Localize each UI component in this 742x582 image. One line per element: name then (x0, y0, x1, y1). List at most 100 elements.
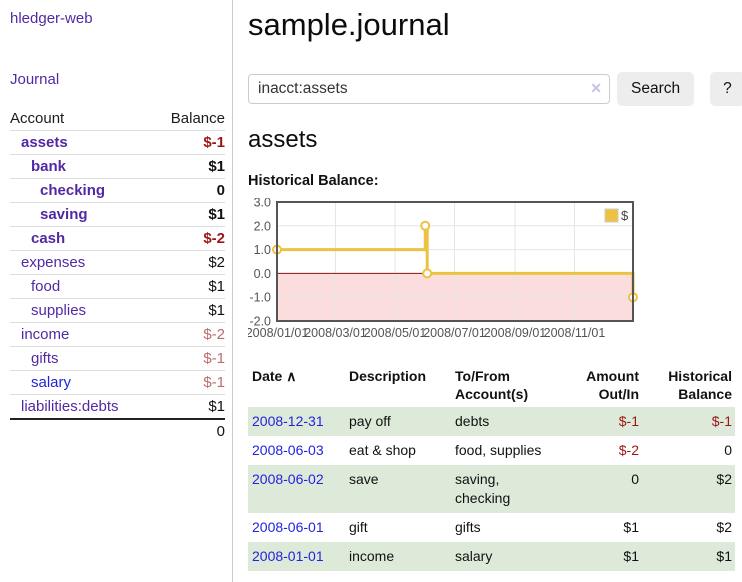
search-input[interactable] (248, 74, 610, 104)
table-row: bank $1 (10, 154, 225, 179)
account-link-assets[interactable]: assets (21, 133, 68, 151)
table-row: saving $1 (10, 202, 225, 227)
transaction-date-link[interactable]: 2008-12-31 (252, 413, 324, 429)
transaction-balance: $1 (716, 548, 732, 564)
svg-text:2008/01/01: 2008/01/01 (248, 326, 308, 340)
transaction-amount: 0 (631, 471, 639, 487)
chart-title: Historical Balance: (248, 173, 379, 189)
table-row: checking 0 (10, 178, 225, 203)
clear-search-icon[interactable]: ✕ (590, 80, 602, 96)
account-link-food[interactable]: food (31, 277, 61, 295)
sort-ascending-icon: ∧ (286, 368, 297, 384)
svg-text:-1.0: -1.0 (249, 291, 271, 305)
transaction-date-link[interactable]: 2008-01-01 (252, 548, 324, 564)
transaction-description: eat & shop (349, 442, 416, 458)
account-balance: $1 (208, 277, 225, 295)
sidebar: hledger-web Journal Account Balance asse… (0, 0, 233, 582)
transaction-balance: $2 (716, 471, 732, 487)
svg-text:3.0: 3.0 (254, 198, 271, 210)
table-row: assets $-1 (10, 130, 225, 155)
transaction-amount: $1 (623, 548, 639, 564)
historical-balance-chart: 3.0 2.0 1.0 0.0 -1.0 -2.0 2008/01/01 2008/03/01… (246, 196, 742, 355)
transaction-accounts: food, supplies (455, 442, 542, 458)
table-row: income $-2 (10, 322, 225, 347)
register-header-description: Description (349, 368, 427, 384)
account-link-salary[interactable]: salary (31, 373, 72, 391)
svg-text:2008/03/01: 2008/03/01 (304, 326, 367, 340)
transaction-description: income (349, 548, 395, 564)
app-brand-link[interactable]: hledger-web (10, 10, 93, 27)
account-link-income[interactable]: income (21, 325, 70, 343)
account-link-saving[interactable]: saving (40, 205, 88, 223)
register-header-date[interactable]: Date ∧ (252, 368, 297, 384)
transaction-description: pay off (349, 413, 391, 429)
svg-text:2008/07/01: 2008/07/01 (423, 326, 486, 340)
transaction-balance: $2 (716, 519, 732, 535)
help-button[interactable]: ? (710, 72, 742, 106)
search-bar: ✕ Search ? (248, 72, 742, 106)
account-balance: $-2 (203, 229, 225, 247)
register-header-amount: Amount Out/In (586, 368, 639, 402)
svg-text:2008/11/01: 2008/11/01 (544, 326, 606, 340)
accounts-total-row: 0 (10, 419, 225, 443)
account-link-liabilities-debts[interactable]: liabilities:debts (21, 397, 119, 415)
table-row: food $1 (10, 274, 225, 299)
svg-text:2008/05/01: 2008/05/01 (364, 326, 427, 340)
account-balance: $1 (208, 301, 225, 319)
account-link-gifts[interactable]: gifts (31, 349, 59, 367)
transaction-date-link[interactable]: 2008-06-03 (252, 442, 324, 458)
account-link-supplies[interactable]: supplies (31, 301, 87, 319)
main-content: sample.journal ✕ Search ? assets Histori… (246, 0, 742, 571)
account-link-checking[interactable]: checking (40, 181, 106, 199)
account-balance: $1 (208, 157, 225, 175)
table-row: 2008-12-31 pay off debts $-1 $-1 (248, 407, 735, 436)
svg-text:2.0: 2.0 (254, 219, 271, 233)
table-row: gifts $-1 (10, 346, 225, 371)
svg-text:2008/09/01: 2008/09/01 (484, 326, 547, 340)
search-button[interactable]: Search (617, 72, 695, 106)
transaction-accounts: gifts (455, 519, 481, 535)
table-row: expenses $2 (10, 250, 225, 275)
transaction-accounts: debts (455, 413, 490, 429)
transaction-accounts: saving, checking (455, 471, 511, 506)
account-heading: assets (248, 126, 318, 153)
chart-canvas: 3.0 2.0 1.0 0.0 -1.0 -2.02008/01/012008/03/01… (246, 196, 638, 340)
accounts-header-account: Account (10, 109, 65, 127)
transaction-balance: $-1 (711, 413, 732, 429)
account-balance: $1 (208, 397, 225, 415)
accounts-header-balance: Balance (170, 109, 225, 127)
transaction-description: gift (349, 519, 368, 535)
account-link-cash[interactable]: cash (31, 229, 66, 247)
account-balance: $1 (208, 205, 225, 223)
transaction-amount: $1 (623, 519, 639, 535)
table-row: 2008-06-02 save saving, checking 0 $2 (248, 465, 735, 513)
transaction-date-link[interactable]: 2008-06-01 (252, 519, 324, 535)
table-row: cash $-2 (10, 226, 225, 251)
svg-text:$: $ (621, 208, 629, 223)
accounts-table: Account Balance assets $-1 bank $1 check… (10, 107, 225, 443)
register-table: Date ∧ Description To/From Account(s) Am… (248, 365, 735, 571)
account-balance: $-1 (203, 373, 225, 391)
svg-text:0.0: 0.0 (254, 267, 271, 281)
accounts-total-value: 0 (216, 422, 225, 440)
table-row: 2008-06-01 gift gifts $1 $2 (248, 513, 735, 542)
transaction-date-link[interactable]: 2008-06-02 (252, 471, 324, 487)
svg-text:-2.0: -2.0 (249, 315, 271, 329)
table-row: 2008-01-01 income salary $1 $1 (248, 542, 735, 571)
account-balance: $-1 (203, 349, 225, 367)
register-header-accounts: To/From Account(s) (455, 368, 529, 402)
table-row: salary $-1 (10, 370, 225, 395)
account-balance: 0 (216, 181, 225, 199)
table-row: liabilities:debts $1 (10, 394, 225, 420)
transaction-balance: 0 (724, 442, 732, 458)
page-title: sample.journal (248, 7, 450, 42)
account-link-expenses[interactable]: expenses (21, 253, 86, 271)
account-link-bank[interactable]: bank (31, 157, 67, 175)
account-balance: $2 (208, 253, 225, 271)
transaction-description: save (349, 471, 379, 487)
sidebar-item-journal[interactable]: Journal (10, 71, 60, 88)
transaction-amount: $-2 (618, 442, 639, 458)
transaction-accounts: salary (455, 548, 493, 564)
account-balance: $-2 (203, 325, 225, 343)
account-balance: $-1 (203, 133, 225, 151)
